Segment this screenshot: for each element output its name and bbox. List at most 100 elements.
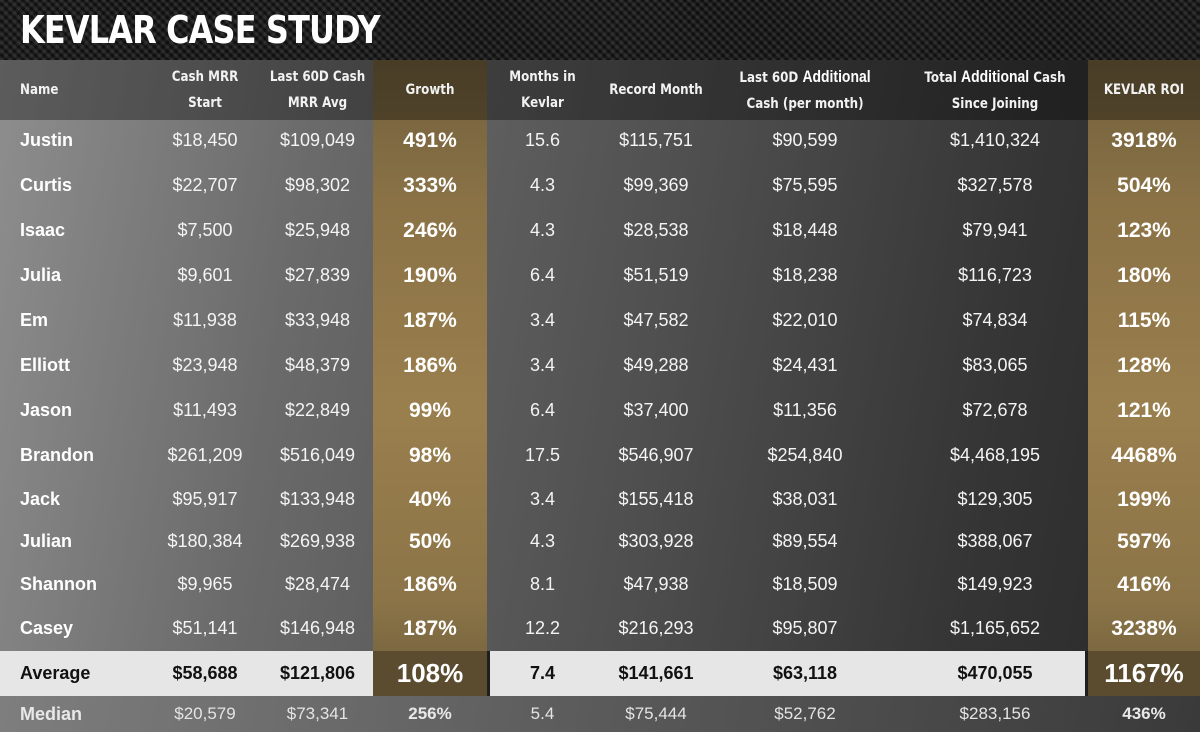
median-cell-start: $20,579 [174, 704, 236, 723]
cell-growth: 40% [408, 487, 452, 511]
cell-start: $51,141 [172, 618, 238, 638]
cell-add60: $18,509 [772, 574, 838, 594]
average-cell-name: Average [20, 663, 91, 683]
average-cell-roi: 1167% [1104, 658, 1184, 688]
cell-total-add: $1,165,652 [949, 618, 1041, 638]
average-cell-total-add: $470,055 [957, 663, 1033, 683]
median-cell-avg60: $73,341 [286, 704, 349, 723]
average-roi-highlight [1088, 651, 1200, 696]
cell-total-add: $149,923 [957, 574, 1033, 594]
cell-name: Shannon [20, 574, 97, 594]
cell-months: 6.4 [529, 265, 556, 285]
cell-total-add: $388,067 [957, 531, 1033, 551]
cell-record: $115,751 [619, 130, 693, 150]
cell-record: $155,418 [618, 489, 694, 509]
cell-add60: $95,807 [772, 618, 838, 638]
cell-growth: 98% [408, 443, 452, 467]
median-cell-roi: 436% [1122, 704, 1166, 723]
cell-record: $51,519 [623, 265, 689, 285]
cell-roi: 123% [1117, 218, 1171, 242]
cell-months: 4.3 [529, 531, 556, 551]
table-header: Name Cash MRR Start Last 60D Cash MRR Avg… [0, 60, 1200, 120]
cell-roi: 121% [1117, 398, 1171, 422]
average-gap [487, 651, 490, 696]
cell-name: Brandon [20, 445, 94, 465]
cell-total-add: $4,468,195 [949, 445, 1041, 465]
cell-total-add: $74,834 [962, 310, 1028, 330]
cell-add60: $11,356 [773, 400, 837, 420]
median-cell-months: 5.4 [530, 704, 555, 723]
cell-avg60: $48,379 [284, 355, 351, 375]
cell-months: 4.3 [529, 220, 556, 240]
cell-growth: 186% [403, 353, 457, 377]
cell-growth: 187% [403, 616, 457, 640]
cell-name: Jason [20, 400, 73, 420]
cell-add60: $90,599 [772, 130, 838, 150]
cell-avg60: $27,839 [284, 265, 351, 285]
cell-name: Isaac [20, 220, 66, 240]
average-cell-add60: $63,118 [772, 663, 838, 683]
cell-avg60: $98,302 [284, 175, 351, 195]
median-cell-name: Median [20, 703, 83, 724]
average-cell-avg60: $121,806 [279, 663, 356, 683]
header-growth: Growth [405, 82, 455, 98]
cell-add60: $75,595 [772, 175, 838, 195]
cell-total-add: $1,410,324 [949, 130, 1041, 150]
cell-growth: 187% [403, 308, 457, 332]
header-last60-additional-cash: Last 60D Additional Cash (per month) [739, 66, 871, 112]
cell-name: Julia [20, 265, 62, 285]
cell-growth: 186% [403, 572, 457, 596]
cell-roi: 504% [1117, 173, 1171, 197]
cell-growth: 333% [403, 173, 457, 197]
average-growth-highlight [373, 651, 487, 696]
cell-months: 6.4 [529, 400, 556, 420]
average-gap [1085, 651, 1088, 696]
cell-add60: $38,031 [772, 489, 838, 509]
cell-record: $546,907 [618, 445, 694, 465]
cell-record: $47,938 [623, 574, 689, 594]
cell-name: Jack [20, 489, 61, 509]
median-row [0, 696, 1200, 732]
cell-add60: $254,840 [767, 445, 843, 465]
cell-record: $47,582 [623, 310, 689, 330]
cell-months: 15.6 [524, 130, 561, 150]
header-record-month: Record Month [609, 82, 703, 98]
cell-growth: 99% [408, 398, 452, 422]
cell-roi: 4468% [1111, 443, 1177, 467]
header-last60-cash-mrr-avg: Last 60D Cash MRR Avg [269, 69, 366, 111]
cell-add60: $18,448 [772, 220, 838, 240]
cell-avg60: $25,948 [284, 220, 351, 240]
title-bar: KEVLAR CASE STUDY [0, 0, 1200, 60]
cell-total-add: $129,305 [957, 489, 1033, 509]
cell-total-add: $79,941 [962, 220, 1028, 240]
cell-total-add: $327,578 [957, 175, 1033, 195]
cell-avg60: $28,474 [284, 574, 351, 594]
header-months-in-kevlar: Months in Kevlar [509, 69, 576, 111]
cell-start: $22,707 [172, 175, 238, 195]
cell-roi: 115% [1117, 308, 1171, 332]
cell-months: 4.3 [529, 175, 556, 195]
cell-add60: $24,431 [772, 355, 838, 375]
cell-roi: 180% [1117, 263, 1171, 287]
cell-avg60: $516,049 [279, 445, 356, 465]
cell-months: 17.5 [524, 445, 561, 465]
cell-name: Curtis [20, 175, 73, 195]
cell-record: $216,293 [618, 618, 694, 638]
cell-start: $23,948 [172, 355, 238, 375]
cell-start: $11,938 [173, 310, 237, 330]
cell-add60: $18,238 [772, 265, 838, 285]
cell-avg60: $109,049 [279, 130, 356, 150]
header-kevlar-roi: KEVLAR ROI [1103, 82, 1185, 98]
cell-total-add: $116,723 [958, 265, 1032, 285]
roi-column-highlight [1088, 60, 1200, 696]
cell-roi: 3918% [1111, 128, 1177, 152]
cell-avg60: $269,938 [279, 531, 356, 551]
cell-months: 3.4 [529, 355, 556, 375]
average-cell-months: 7.4 [529, 663, 556, 683]
cell-growth: 246% [403, 218, 457, 242]
cell-avg60: $22,849 [284, 400, 351, 420]
cell-name: Justin [20, 130, 74, 150]
average-cell-growth: 108% [396, 658, 464, 688]
cell-months: 3.4 [529, 489, 556, 509]
page-title: KEVLAR CASE STUDY [20, 8, 381, 52]
